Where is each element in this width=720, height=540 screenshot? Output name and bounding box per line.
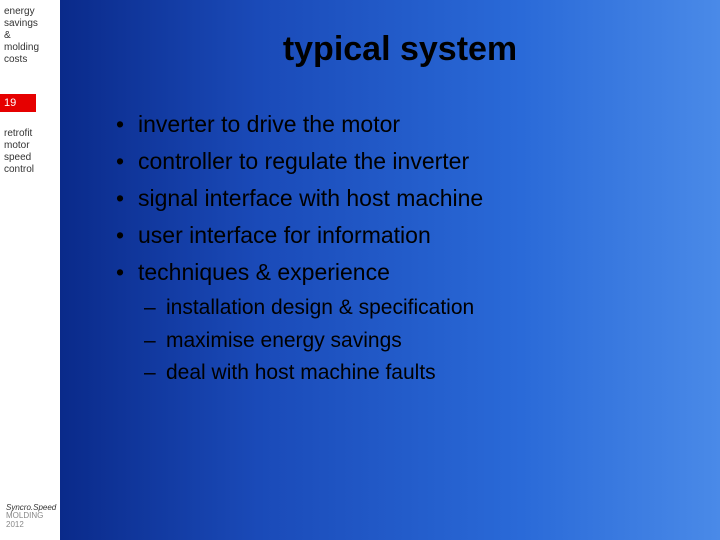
logo-area: Syncro.Speed MOLDING 2012	[6, 504, 60, 530]
slide: energysavings&moldingcosts 19 retrofitmo…	[0, 0, 720, 540]
sub-bullet-text: maximise energy savings	[166, 329, 402, 352]
main-content: typical system inverter to drive the mot…	[60, 0, 720, 540]
sub-bullet-item: installation design & specification	[138, 294, 690, 322]
logo-subtext: MOLDING 2012	[6, 512, 60, 530]
sub-bullet-list: installation design & specification maxi…	[138, 294, 690, 387]
bullet-text: controller to regulate the inverter	[138, 148, 469, 174]
bullet-item: user interface for information	[110, 220, 690, 251]
bullet-item: inverter to drive the motor	[110, 109, 690, 140]
bullet-item: controller to regulate the inverter	[110, 146, 690, 177]
sub-bullet-item: deal with host machine faults	[138, 359, 690, 387]
bullet-text: user interface for information	[138, 222, 431, 248]
slide-title: typical system	[110, 30, 690, 69]
bullet-item: signal interface with host machine	[110, 183, 690, 214]
bullet-text: inverter to drive the motor	[138, 111, 400, 137]
bullet-list: inverter to drive the motor controller t…	[110, 109, 690, 387]
page-number-box: 19	[0, 94, 36, 112]
sub-bullet-text: deal with host machine faults	[166, 361, 436, 384]
sidebar-sub-text: retrofitmotorspeedcontrol	[4, 128, 34, 176]
bullet-text: signal interface with host machine	[138, 185, 483, 211]
bullet-item: techniques & experience installation des…	[110, 257, 690, 387]
sidebar-top-text: energysavings&moldingcosts	[4, 6, 56, 66]
sidebar: energysavings&moldingcosts 19 retrofitmo…	[0, 0, 60, 540]
bullet-text: techniques & experience	[138, 259, 390, 285]
sub-bullet-item: maximise energy savings	[138, 327, 690, 355]
sub-bullet-text: installation design & specification	[166, 296, 474, 319]
